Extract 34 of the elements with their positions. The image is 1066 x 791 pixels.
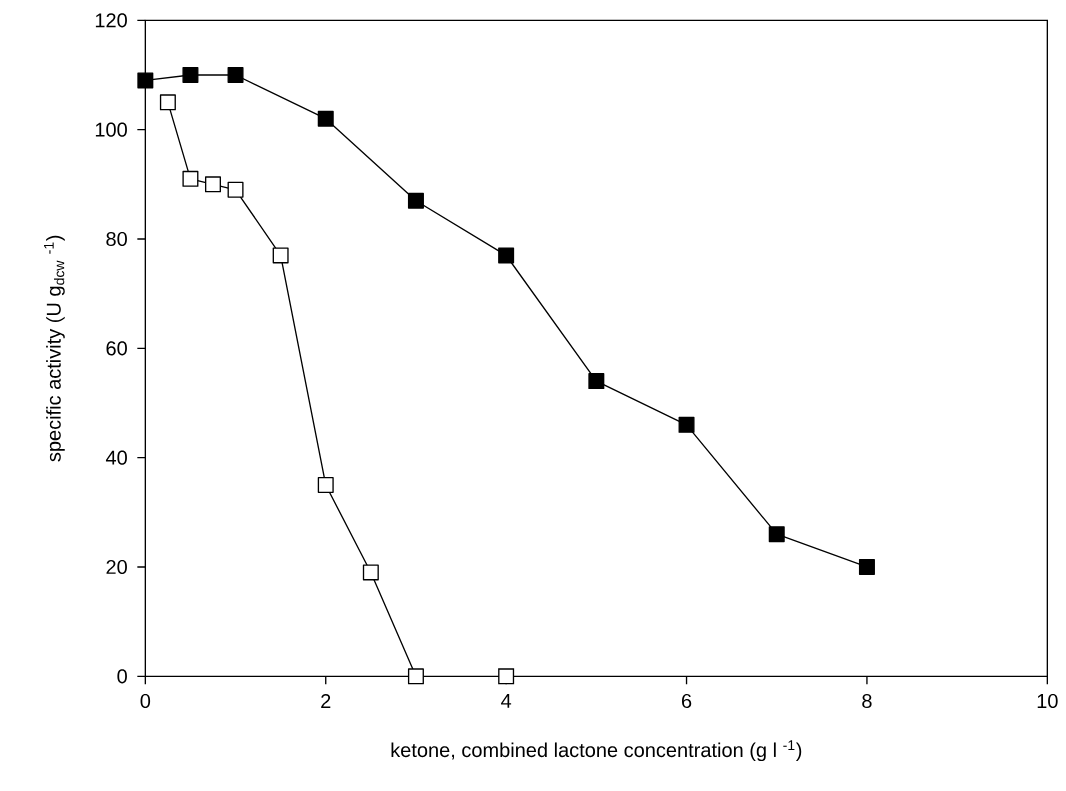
point: [588, 373, 605, 390]
x-axis-title: ketone, combined lactone concentration (g l $^{-1}$): [391, 740, 802, 762]
x-tick-label: 8: [862, 693, 872, 709]
y-tick-label: 100: [95, 122, 127, 137]
point: [407, 192, 424, 209]
y-axis-title: specific activity (U g$_{dcw}$ $^{-1}$): [44, 235, 65, 462]
point: [317, 476, 334, 493]
y-tick-label: 80: [106, 231, 127, 247]
x-tick-label: 0: [140, 693, 151, 709]
point: [137, 72, 154, 89]
point: [498, 247, 515, 264]
point: [227, 181, 244, 198]
point: [768, 526, 785, 543]
y-tick-label: 20: [106, 559, 127, 575]
point: [227, 66, 244, 83]
point: [407, 668, 424, 685]
point: [317, 110, 334, 127]
point: [858, 558, 875, 575]
point: [272, 247, 289, 264]
x-tick-label: 10: [1037, 693, 1058, 709]
y-tick-label: 0: [117, 669, 127, 684]
x-tick-label: 2: [321, 693, 331, 708]
x-tick-label: 6: [682, 693, 692, 709]
y-tick-label: 60: [106, 341, 127, 356]
x-tick-label: 4: [501, 693, 512, 708]
point: [204, 176, 221, 193]
point: [498, 668, 515, 685]
point: [362, 564, 379, 581]
y-tick-label: 40: [105, 450, 127, 465]
y-tick-label: 120: [95, 13, 127, 28]
point: [182, 66, 199, 83]
point: [678, 416, 695, 433]
point: [182, 170, 199, 187]
point: [159, 94, 176, 111]
